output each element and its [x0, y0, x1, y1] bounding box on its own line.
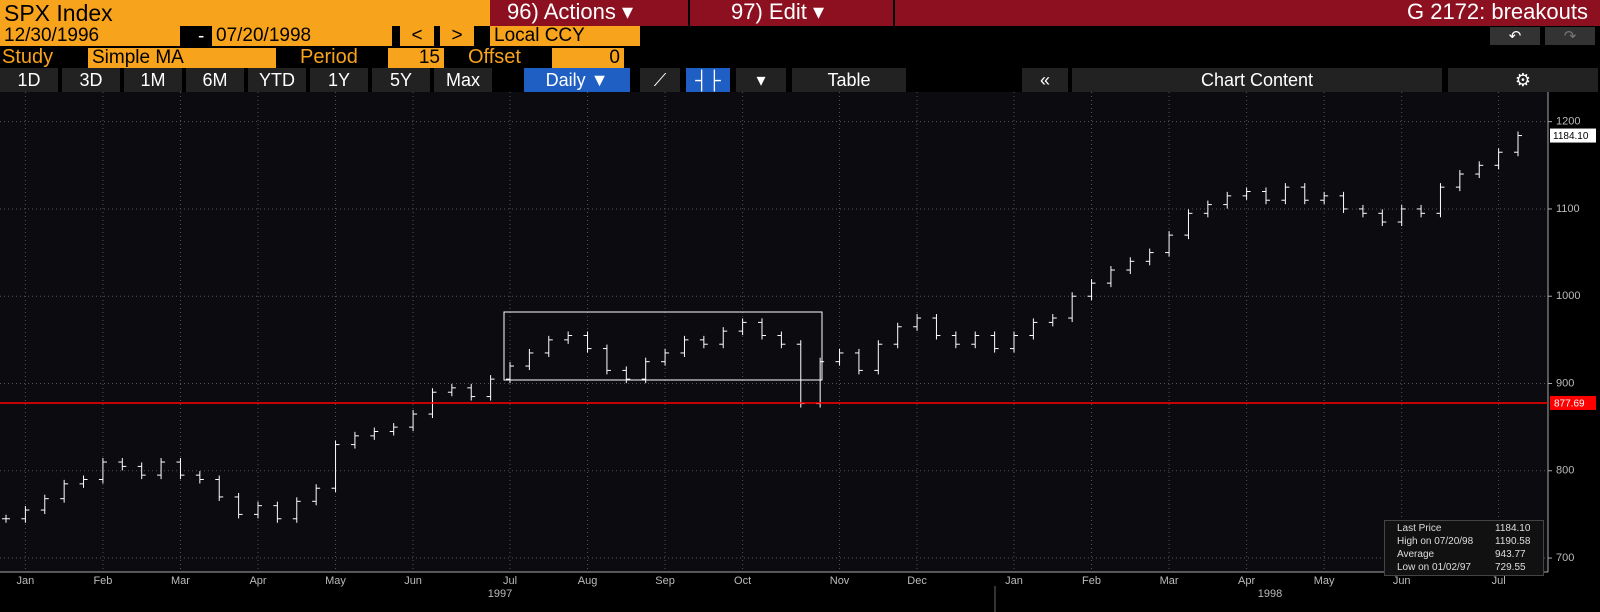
- x-tick-label: Jan: [17, 575, 35, 587]
- range-button[interactable]: 1M: [124, 68, 182, 92]
- actions: 96) Actions: [507, 0, 616, 24]
- last-price-tag: [1550, 128, 1596, 143]
- y-tick-label: 700: [1556, 552, 1574, 564]
- chart: 700 800 900 1000 1100 1200 Jan Feb Mar Apr May Jun J…: [0, 92, 1596, 612]
- redo[interactable]: ↷: [1545, 27, 1595, 45]
- study[interactable]: Simple MA: [88, 48, 276, 68]
- year-label: 1997: [488, 588, 512, 600]
- frequency[interactable]: Daily ▼: [524, 68, 630, 92]
- period[interactable]: 15: [388, 48, 444, 68]
- reference-label: 877.69: [1554, 399, 1585, 410]
- frequency-text: Daily: [545, 70, 586, 90]
- x-tick-label: May: [1314, 575, 1335, 587]
- legend: Last Price 1184.10 High on 07/20/98 1190.58…: [1384, 520, 1544, 576]
- undo[interactable]: ↶: [1490, 27, 1540, 45]
- end-date[interactable]: 07/20/1998: [212, 26, 392, 46]
- last-price-label: 1184.10: [1553, 131, 1589, 142]
- x-tick-label: May: [325, 575, 346, 587]
- date-sep: -: [198, 26, 205, 47]
- header-bar: [490, 0, 1600, 26]
- y-tick-label: 1100: [1556, 203, 1580, 215]
- range-button[interactable]: YTD: [248, 68, 306, 92]
- legend-text: 1184.10: [1495, 523, 1531, 534]
- legend-text: Last Price: [1397, 523, 1442, 534]
- range-button[interactable]: 1D: [0, 68, 58, 92]
- x-tick-label: Apr: [249, 575, 266, 587]
- period-label: Period: [300, 46, 358, 68]
- legend-text: 943.77: [1495, 549, 1526, 560]
- page-title: G 2172: breakouts: [1406, 0, 1588, 24]
- collapse[interactable]: «: [1022, 68, 1068, 92]
- plot-area: [0, 92, 1548, 572]
- line-icon[interactable]: ⟋: [640, 68, 680, 92]
- x-tick-label: Sep: [655, 575, 675, 587]
- legend-text: 1190.58: [1495, 536, 1531, 547]
- x-tick-label: Jun: [1393, 575, 1411, 587]
- legend-text: 729.55: [1495, 562, 1526, 573]
- chart-content[interactable]: Chart Content: [1072, 68, 1442, 92]
- x-tick-label: Nov: [830, 575, 850, 587]
- x-tick-label: Jun: [404, 575, 422, 587]
- actions-menu[interactable]: 96) Actions ▾: [495, 0, 690, 26]
- offset-label: Offset: [468, 46, 521, 68]
- edit-menu[interactable]: 97) Edit ▾: [695, 0, 895, 26]
- next-button[interactable]: >: [440, 26, 474, 46]
- range-button[interactable]: Max: [434, 68, 492, 92]
- legend-text: High on 07/20/98: [1397, 536, 1474, 547]
- edit: 97) Edit: [731, 0, 807, 24]
- study-label: Study: [2, 46, 54, 68]
- legend-text: Low on 01/02/97: [1397, 562, 1471, 573]
- x-tick-label: Feb: [1082, 575, 1101, 587]
- range-button[interactable]: 5Y: [372, 68, 430, 92]
- table-button[interactable]: Table: [792, 68, 906, 92]
- y-tick-label: 800: [1556, 465, 1574, 477]
- y-tick-label: 1200: [1556, 116, 1580, 128]
- range-button[interactable]: 6M: [186, 68, 244, 92]
- prev-button[interactable]: <: [400, 26, 434, 46]
- chart-type-menu[interactable]: ▾: [736, 68, 786, 92]
- x-tick-label: Aug: [578, 575, 598, 587]
- bar-icon[interactable]: ┤├: [686, 68, 730, 92]
- range-button[interactable]: 3D: [62, 68, 120, 92]
- y-tick-label: 900: [1556, 377, 1574, 389]
- y-tick-label: 1000: [1556, 290, 1580, 302]
- x-tick-label: Oct: [734, 575, 751, 587]
- settings[interactable]: ⚙: [1448, 68, 1598, 92]
- x-tick-label: Jan: [1005, 575, 1023, 587]
- x-tick-label: Mar: [1160, 575, 1179, 587]
- x-tick-label: Feb: [93, 575, 112, 587]
- x-tick-label: Apr: [1238, 575, 1255, 587]
- currency[interactable]: Local CCY: [490, 26, 640, 46]
- x-tick-label: Dec: [907, 575, 927, 587]
- reference-tag: [1550, 395, 1596, 410]
- x-tick-label: Jul: [1492, 575, 1506, 587]
- range-button[interactable]: 1Y: [310, 68, 368, 92]
- year-label: 1998: [1258, 588, 1282, 600]
- offset[interactable]: 0: [552, 48, 624, 68]
- legend-text: Average: [1397, 549, 1435, 560]
- breakout-box: [503, 311, 823, 381]
- security[interactable]: SPX Index: [0, 0, 490, 26]
- x-tick-label: Jul: [503, 575, 517, 587]
- x-tick-label: Mar: [171, 575, 190, 587]
- start-date[interactable]: 12/30/1996: [0, 26, 180, 46]
